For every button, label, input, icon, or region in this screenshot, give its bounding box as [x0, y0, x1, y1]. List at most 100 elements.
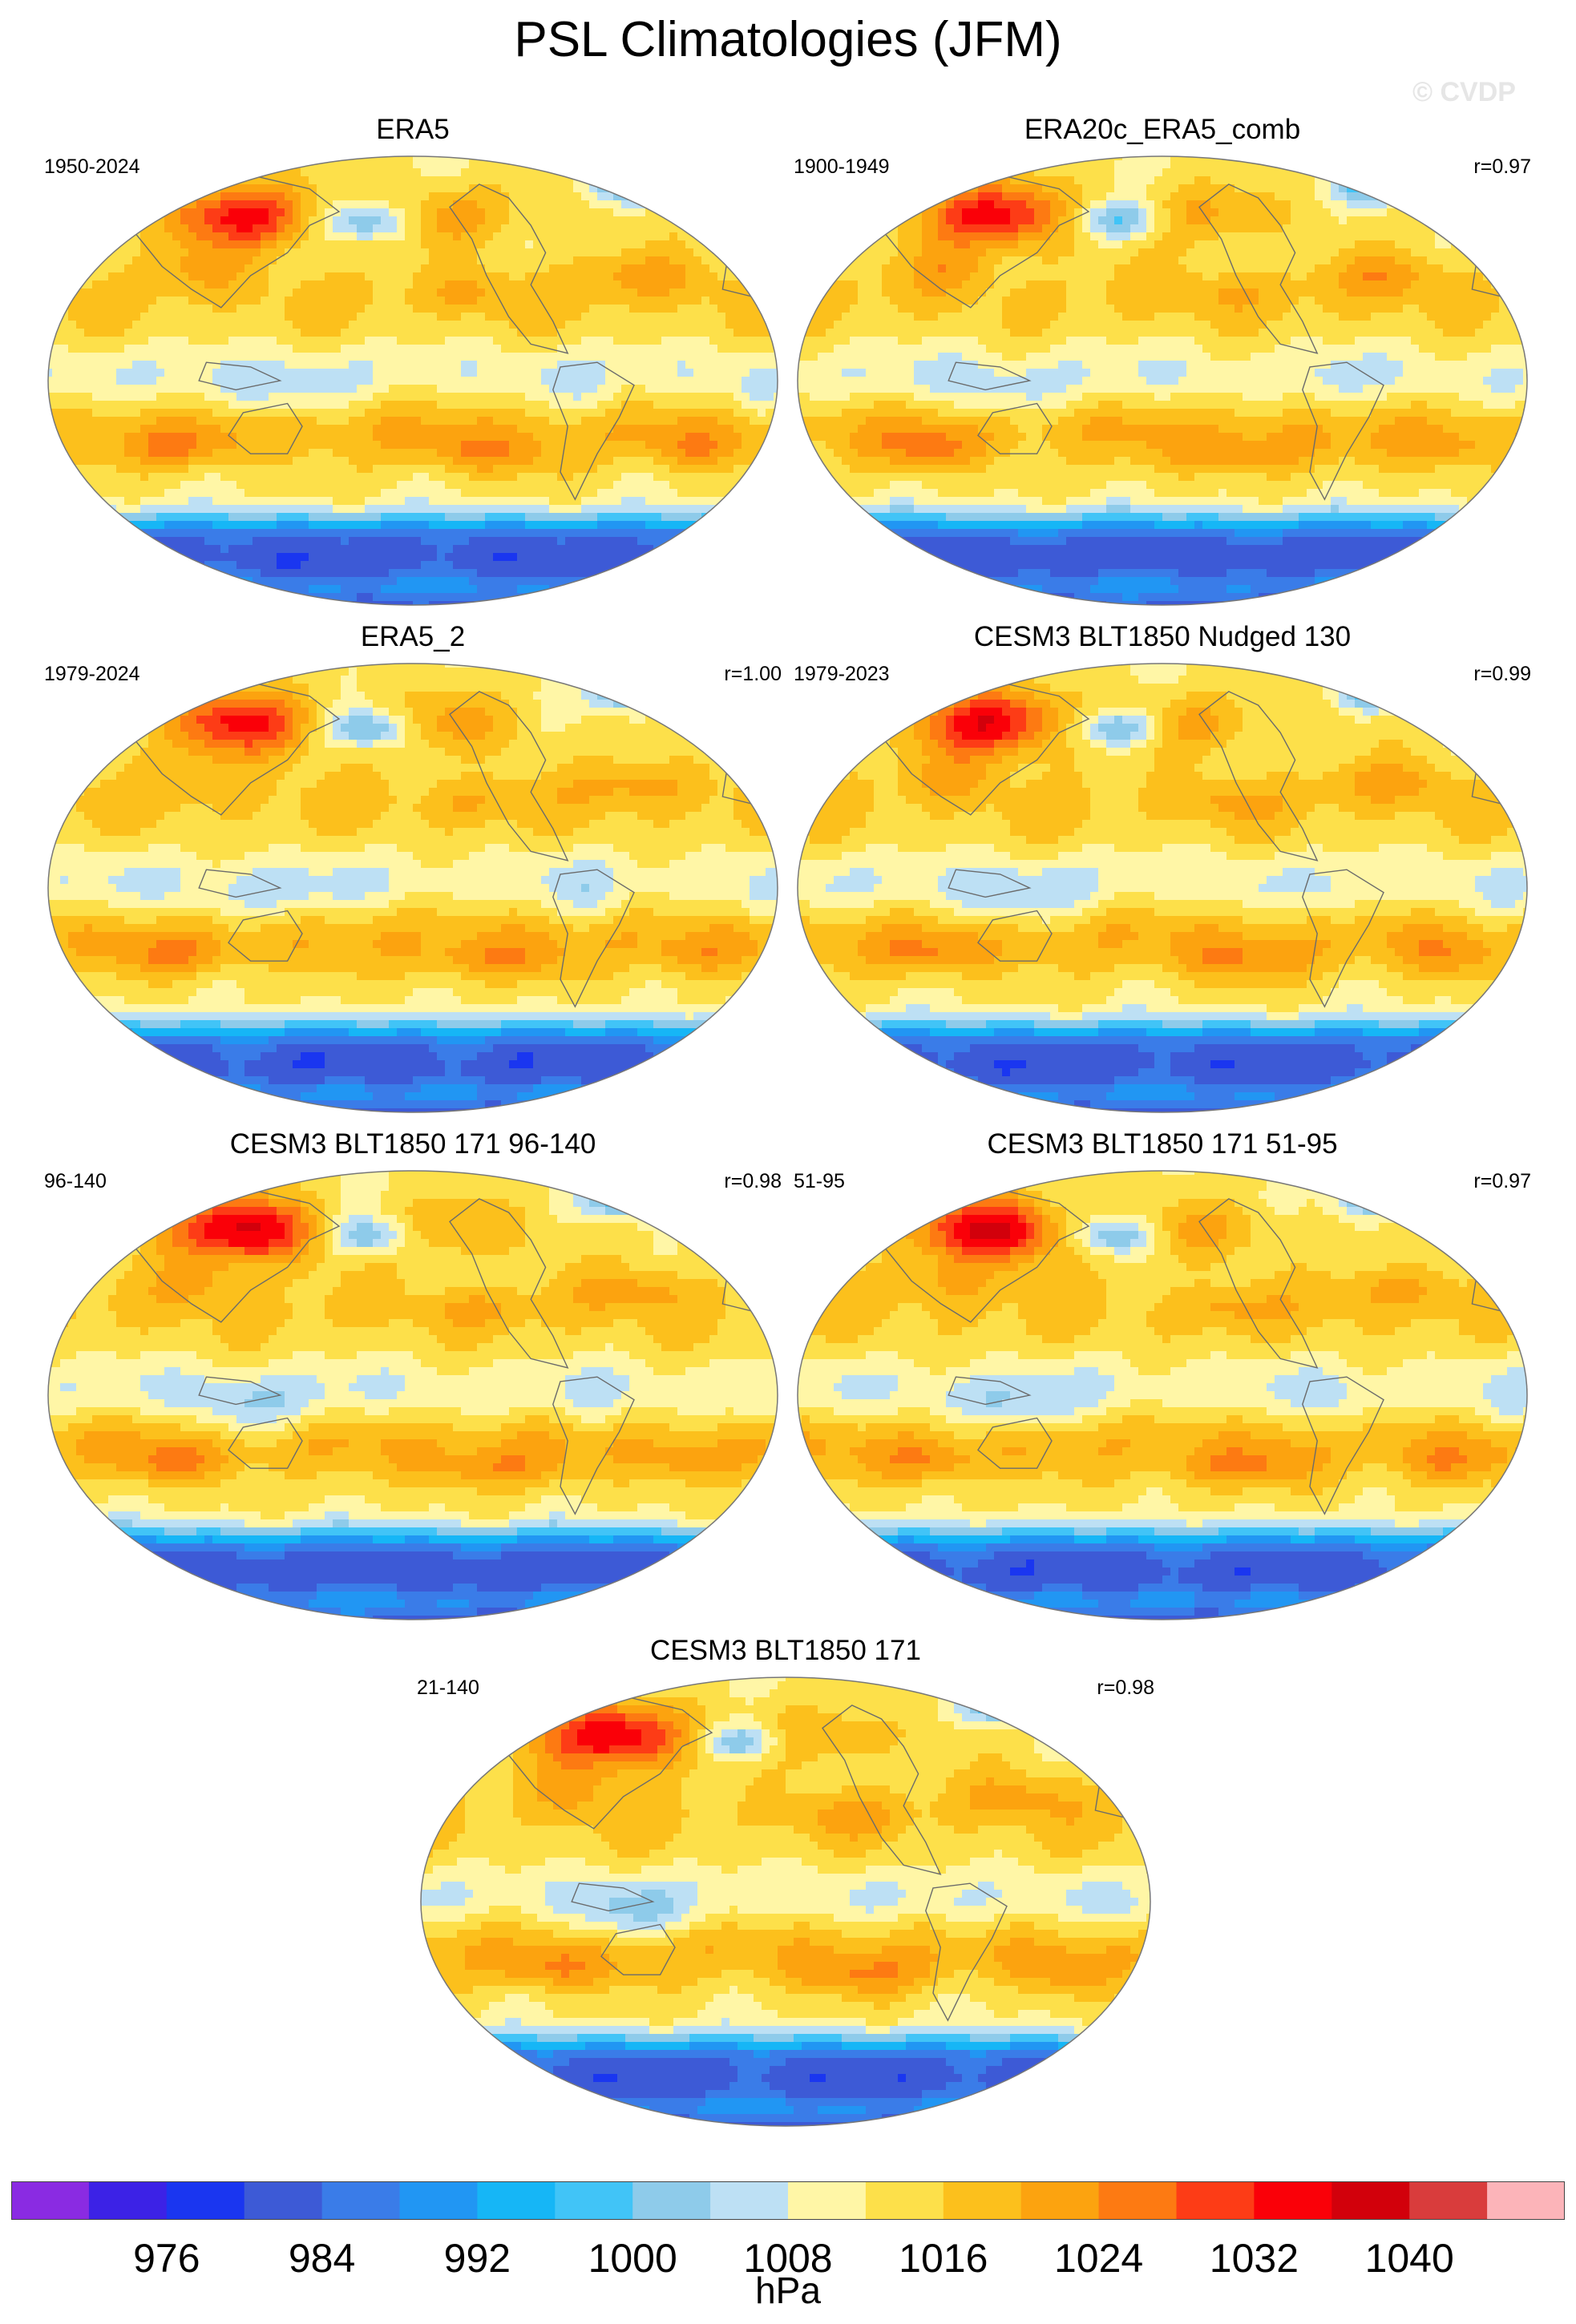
map-panel: CESM3 BLT1850 171 21-140 r=0.98 — [417, 1635, 1154, 2132]
psl-map — [797, 1170, 1528, 1620]
panel-title: ERA20c_ERA5_comb — [794, 114, 1531, 146]
coastline — [504, 1691, 713, 1830]
coastline — [977, 1417, 1053, 1469]
colorbar-swatch — [1020, 2181, 1100, 2220]
panel-years: 1979-2023 — [794, 663, 890, 685]
coastline — [449, 1198, 569, 1369]
panel-years: 51-95 — [794, 1170, 845, 1192]
coastline — [948, 1376, 1032, 1406]
panel-correlation: r=1.00 — [724, 663, 782, 685]
panel-title: ERA5 — [44, 114, 782, 146]
psl-map — [47, 663, 778, 1113]
coastline — [600, 1923, 676, 1975]
coastline — [552, 1376, 635, 1515]
colorbar-tick-label: 1008 — [743, 2236, 832, 2281]
cvdp-watermark: © CVDP — [1412, 77, 1516, 108]
colorbar-swatch — [1409, 2181, 1488, 2220]
coastline — [552, 869, 635, 1008]
coastline — [198, 1376, 282, 1406]
colorbar-swatch — [477, 2181, 556, 2220]
panel-title: ERA5_2 — [44, 621, 782, 653]
coastline — [1368, 165, 1429, 204]
psl-map — [797, 155, 1528, 606]
coastline — [881, 1184, 1090, 1323]
psl-field — [48, 664, 778, 1112]
psl-map — [47, 1170, 778, 1620]
map-panel: CESM3 BLT1850 171 96-140 96-140 r=0.98 — [44, 1128, 782, 1625]
colorbar-swatch — [244, 2181, 323, 2220]
psl-field — [421, 1677, 1150, 2126]
panel-correlation: r=0.99 — [1473, 663, 1531, 685]
colorbar-swatch — [865, 2181, 944, 2220]
coastline — [1368, 1180, 1429, 1218]
coastline — [228, 402, 303, 454]
panel-years: 96-140 — [44, 1170, 107, 1192]
coastline — [1198, 691, 1319, 861]
coastline — [449, 184, 569, 354]
psl-field — [798, 156, 1527, 605]
colorbar-swatch — [88, 2181, 168, 2220]
map-panel: CESM3 BLT1850 171 51-95 51-95 r=0.97 — [794, 1128, 1531, 1625]
colorbar-swatch — [1098, 2181, 1177, 2220]
colorbar-swatch — [11, 2181, 90, 2220]
map-panel: CESM3 BLT1850 Nudged 130 1979-2023 r=0.99 — [794, 621, 1531, 1118]
psl-map — [420, 1676, 1151, 2127]
psl-field — [798, 664, 1527, 1112]
map-panel: ERA20c_ERA5_comb 1900-1949 r=0.97 — [794, 114, 1531, 611]
colorbar-tick-label: 1032 — [1210, 2236, 1299, 2281]
colorbar-swatch — [1176, 2181, 1255, 2220]
colorbar-swatch — [1254, 2181, 1332, 2220]
coastline — [618, 165, 680, 204]
panel-years: 21-140 — [417, 1676, 479, 1699]
colorbar-swatch — [710, 2181, 789, 2220]
coastline — [228, 1417, 303, 1469]
coastline — [449, 691, 569, 861]
colorbar-tick-label: 976 — [133, 2236, 200, 2281]
colorbar-swatch — [1487, 2181, 1565, 2220]
panel-correlation: r=0.98 — [724, 1170, 782, 1192]
coastline — [925, 1882, 1008, 2022]
coastline — [131, 677, 341, 816]
coastline — [1368, 672, 1429, 711]
coastline — [1302, 869, 1384, 1008]
colorbar — [11, 2181, 1565, 2220]
colorbar-tick-label: 984 — [289, 2236, 355, 2281]
coastline — [1302, 361, 1384, 501]
panel-title: CESM3 BLT1850 171 51-95 — [794, 1128, 1531, 1160]
coastline — [552, 361, 635, 501]
colorbar-tick-label: 1040 — [1365, 2236, 1454, 2281]
colorbar-swatch — [1332, 2181, 1410, 2220]
colorbar-swatch — [555, 2181, 633, 2220]
colorbar-units: hPa — [0, 2270, 1576, 2310]
psl-map — [797, 663, 1528, 1113]
colorbar-swatch — [788, 2181, 867, 2220]
coastline — [228, 910, 303, 962]
map-border — [797, 1170, 1528, 1620]
coastline — [991, 1686, 1053, 1725]
coastline — [571, 1882, 655, 1912]
colorbar-swatch — [399, 2181, 478, 2220]
coastline — [198, 869, 282, 898]
panel-years: 1950-2024 — [44, 155, 140, 178]
psl-field — [48, 1171, 778, 1620]
coastline — [881, 677, 1090, 816]
panel-years: 1979-2024 — [44, 663, 140, 685]
map-border — [47, 1170, 778, 1620]
colorbar-swatch — [166, 2181, 245, 2220]
map-border — [797, 663, 1528, 1113]
map-border — [797, 155, 1528, 606]
coastline — [977, 910, 1053, 962]
map-border — [420, 1676, 1151, 2127]
coastline — [618, 1180, 680, 1218]
panel-title: CESM3 BLT1850 171 — [417, 1635, 1154, 1667]
coastline — [1198, 1198, 1319, 1369]
coastline — [948, 869, 1032, 898]
colorbar-tick-label: 992 — [444, 2236, 511, 2281]
colorbar-swatch — [632, 2181, 711, 2220]
psl-map — [47, 155, 778, 606]
colorbar-tick-label: 1000 — [588, 2236, 677, 2281]
map-panel: ERA5 1950-2024 — [44, 114, 782, 611]
coastline — [131, 1184, 341, 1323]
panel-title: CESM3 BLT1850 171 96-140 — [44, 1128, 782, 1160]
panel-correlation: r=0.97 — [1473, 1170, 1531, 1192]
